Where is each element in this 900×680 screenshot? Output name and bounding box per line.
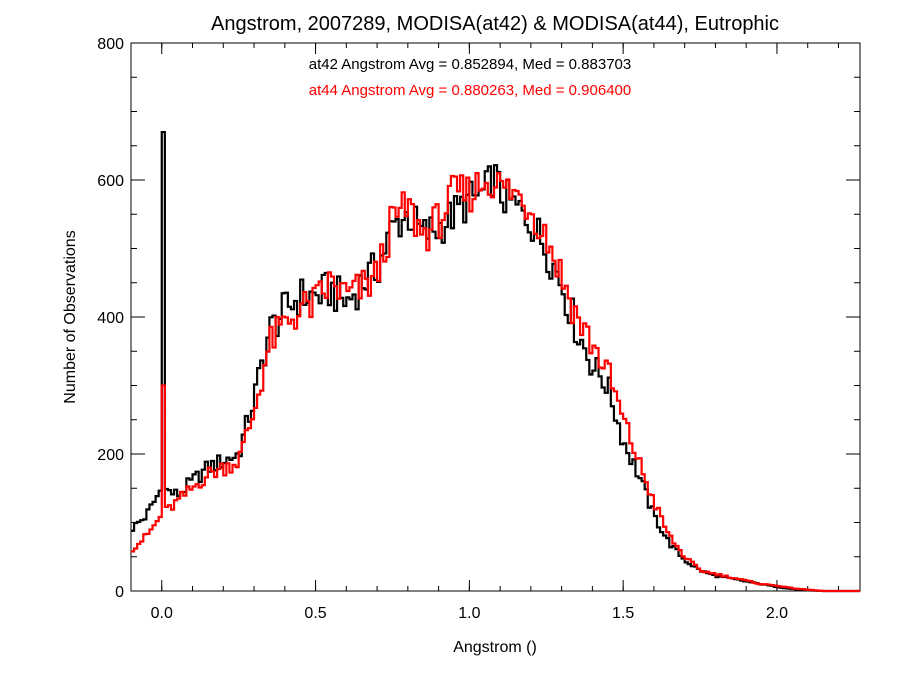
y-tick-label: 0 xyxy=(115,584,124,601)
x-axis-label: Angstrom () xyxy=(453,639,537,656)
annotation-at42-stats: at42 Angstrom Avg = 0.852894, Med = 0.88… xyxy=(309,56,631,73)
axis-ticks: 0.0 0.5 1.0 1.5 2.0 0 200 400 600 800 xyxy=(97,36,860,622)
x-tick-label: 0.0 xyxy=(151,605,173,622)
x-tick-label: 1.0 xyxy=(458,605,480,622)
plot-area-frame xyxy=(130,42,861,592)
x-tick-label: 2.0 xyxy=(766,605,788,622)
histogram-series-1 xyxy=(131,171,860,593)
series-layer xyxy=(131,130,860,593)
x-tick-label: 1.5 xyxy=(612,605,634,622)
annotation-at44-stats: at44 Angstrom Avg = 0.880263, Med = 0.90… xyxy=(309,82,631,99)
y-axis-label: Number of Observations xyxy=(62,230,79,403)
y-tick-label: 800 xyxy=(97,36,124,53)
y-tick-label: 200 xyxy=(97,447,124,464)
x-tick-label: 0.5 xyxy=(304,605,326,622)
y-tick-label: 400 xyxy=(97,310,124,327)
y-tick-label: 600 xyxy=(97,173,124,190)
chart-title: Angstrom, 2007289, MODISA(at42) & MODISA… xyxy=(211,13,779,35)
histogram-series-0 xyxy=(131,130,860,593)
